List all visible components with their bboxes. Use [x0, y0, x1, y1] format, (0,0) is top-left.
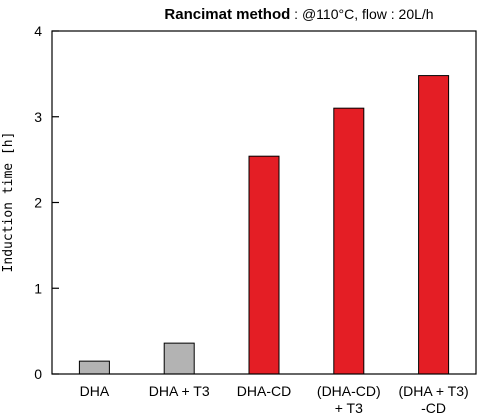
bars — [78, 75, 450, 375]
bar-3 — [333, 107, 365, 375]
x-tick-label: (DHA-CD) — [317, 383, 381, 399]
chart-title-rest: : @110°C, flow : 20L/h — [290, 6, 433, 22]
plot-frame — [51, 30, 477, 375]
bar-1 — [163, 342, 195, 375]
y-ticks: 0 1 2 3 4 — [34, 23, 59, 382]
chart-title-bold: Rancimat method — [164, 6, 290, 23]
x-tick-label: (DHA + T3) — [399, 383, 469, 399]
x-tick-label: DHA — [80, 383, 110, 399]
x-tick-label: DHA-CD — [237, 383, 291, 399]
chart-title: Rancimat method : @110°C, flow : 20L/h — [164, 6, 433, 23]
bar-0 — [78, 360, 110, 375]
bar-2 — [248, 155, 280, 375]
y-tick-label: 1 — [34, 280, 42, 296]
bar-4 — [418, 75, 450, 375]
y-tick-label: 2 — [34, 195, 42, 211]
y-axis-label: Induction time [h] — [1, 132, 16, 273]
y-tick-label: 4 — [34, 23, 42, 39]
x-tick-label: -CD — [421, 400, 446, 416]
x-tick-label: DHA + T3 — [149, 383, 210, 399]
x-tick-label: + T3 — [335, 400, 363, 416]
y-tick-label: 3 — [34, 109, 42, 125]
y-tick-label: 0 — [34, 366, 42, 382]
x-tick-labels: DHA DHA + T3 DHA-CD (DHA-CD)+ T3 (DHA + T3)-… — [80, 383, 469, 416]
